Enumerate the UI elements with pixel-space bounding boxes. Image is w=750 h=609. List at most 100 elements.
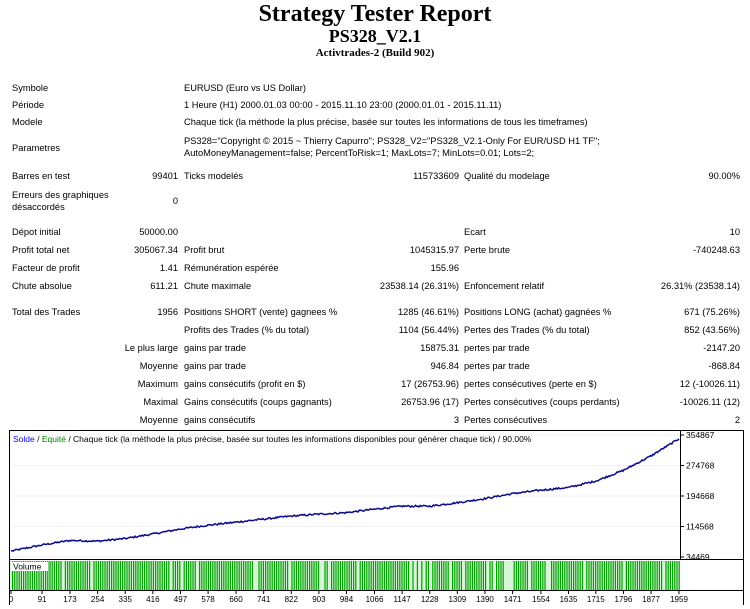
volume-bar — [480, 561, 482, 590]
modele-value: Chaque tick (la méthode la plus précise,… — [184, 117, 588, 127]
volume-bar — [262, 561, 264, 590]
volume-bar — [590, 561, 592, 590]
volume-bar — [155, 561, 157, 590]
volume-bar — [441, 561, 443, 590]
profit-brut-label: Profit brut — [184, 245, 225, 255]
volume-bar — [60, 561, 62, 590]
volume-bar — [100, 561, 102, 590]
volume-bar — [214, 561, 216, 590]
volume-bar — [577, 561, 579, 590]
volume-bar — [40, 561, 42, 590]
volume-bar — [12, 561, 14, 590]
volume-bar — [157, 561, 159, 590]
volume-bar — [106, 561, 108, 590]
volume-bar — [95, 561, 97, 590]
volume-bar — [133, 561, 135, 590]
volume-bar — [71, 561, 73, 590]
volume-bar — [201, 561, 203, 590]
volume-bar — [104, 561, 106, 590]
volume-bar — [247, 561, 249, 590]
volume-bar — [249, 561, 251, 590]
volume-bar — [183, 561, 185, 590]
volume-bar — [526, 561, 528, 590]
chart-grid — [11, 434, 680, 558]
long-positions-value: 671 (75.26%) — [684, 307, 740, 317]
volume-bar — [412, 561, 414, 590]
volume-bar — [350, 561, 352, 590]
volume-bar — [163, 561, 165, 590]
volume-bar — [331, 561, 333, 590]
volume-bar — [438, 561, 440, 590]
volume-bar — [465, 561, 467, 590]
volume-bar — [634, 561, 636, 590]
volume-bar — [496, 561, 498, 590]
profits-trades-label: Profits des Trades (% du total) — [184, 325, 310, 335]
volume-bar — [304, 561, 306, 590]
volume-bar — [564, 561, 566, 590]
x-tick-label: 1066 — [366, 595, 384, 604]
y-tick-label: 34469 — [686, 552, 710, 562]
x-tick-label: 1877 — [642, 595, 660, 604]
volume-bar — [476, 561, 478, 590]
volume-bar — [190, 561, 192, 590]
legend-description: / Chaque tick (la méthode la plus précis… — [66, 434, 532, 444]
volume-bar — [339, 561, 341, 590]
x-tick-label: 1715 — [587, 595, 605, 604]
symbole-label: Symbole — [12, 83, 49, 93]
volume-bar — [168, 561, 170, 590]
volume-bar — [555, 561, 557, 590]
volume-bar — [229, 561, 231, 590]
volume-bar — [654, 561, 656, 590]
volume-bar — [678, 561, 680, 590]
volume-bar — [544, 561, 546, 590]
maximal-label: Maximal — [143, 397, 178, 407]
volume-bar — [608, 561, 610, 590]
volume-bar — [500, 561, 502, 590]
volume-bar — [553, 561, 555, 590]
volume-bar — [128, 561, 130, 590]
x-tick-label: 335 — [119, 595, 133, 604]
volume-bar — [632, 561, 634, 590]
depot-value: 50000.00 — [139, 227, 178, 237]
volume-bar — [34, 561, 36, 590]
volume-bar — [47, 561, 49, 590]
volume-bar — [267, 561, 269, 590]
volume-bar — [359, 561, 361, 590]
volume-bar — [240, 561, 242, 590]
maximal-gains-value: 26753.96 (17) — [401, 397, 459, 407]
x-tick-label: 1309 — [448, 595, 466, 604]
max-consec-gains-value: 17 (26753.96) — [401, 379, 459, 389]
volume-bar — [650, 561, 652, 590]
volume-bar — [482, 561, 484, 590]
facteur-label: Facteur de profit — [12, 263, 80, 273]
volume-bar — [119, 561, 121, 590]
volume-bar — [667, 561, 669, 590]
avg-consec-gains-value: 3 — [453, 415, 459, 425]
enfoncement-label: Enfoncement relatif — [464, 281, 545, 291]
volume-bar — [273, 561, 275, 590]
volume-bar — [78, 561, 80, 590]
depot-label: Dépot initial — [12, 227, 61, 237]
volume-bar — [36, 561, 38, 590]
volume-bar — [348, 561, 350, 590]
chart-frame — [9, 430, 744, 605]
volume-bar — [601, 561, 603, 590]
volume-bar — [573, 561, 575, 590]
volume-bar — [647, 561, 649, 590]
volume-bar — [124, 561, 126, 590]
remuneration-label: Rémunération espérée — [184, 263, 279, 273]
volume-bar — [399, 561, 401, 590]
volume-bar — [152, 561, 154, 590]
volume-bar — [69, 561, 71, 590]
y-tick-label: 274768 — [686, 460, 715, 470]
volume-bar — [315, 561, 317, 590]
x-tick-label: 1228 — [421, 595, 439, 604]
avg-consec-losses-label: Pertes consécutives — [464, 415, 548, 425]
volume-bar — [416, 561, 418, 590]
volume-bar — [238, 561, 240, 590]
total-trades-value: 1956 — [157, 307, 178, 317]
volume-bar — [540, 561, 542, 590]
volume-bar — [326, 561, 328, 590]
volume-bar — [397, 561, 399, 590]
x-tick-label: 1635 — [560, 595, 578, 604]
